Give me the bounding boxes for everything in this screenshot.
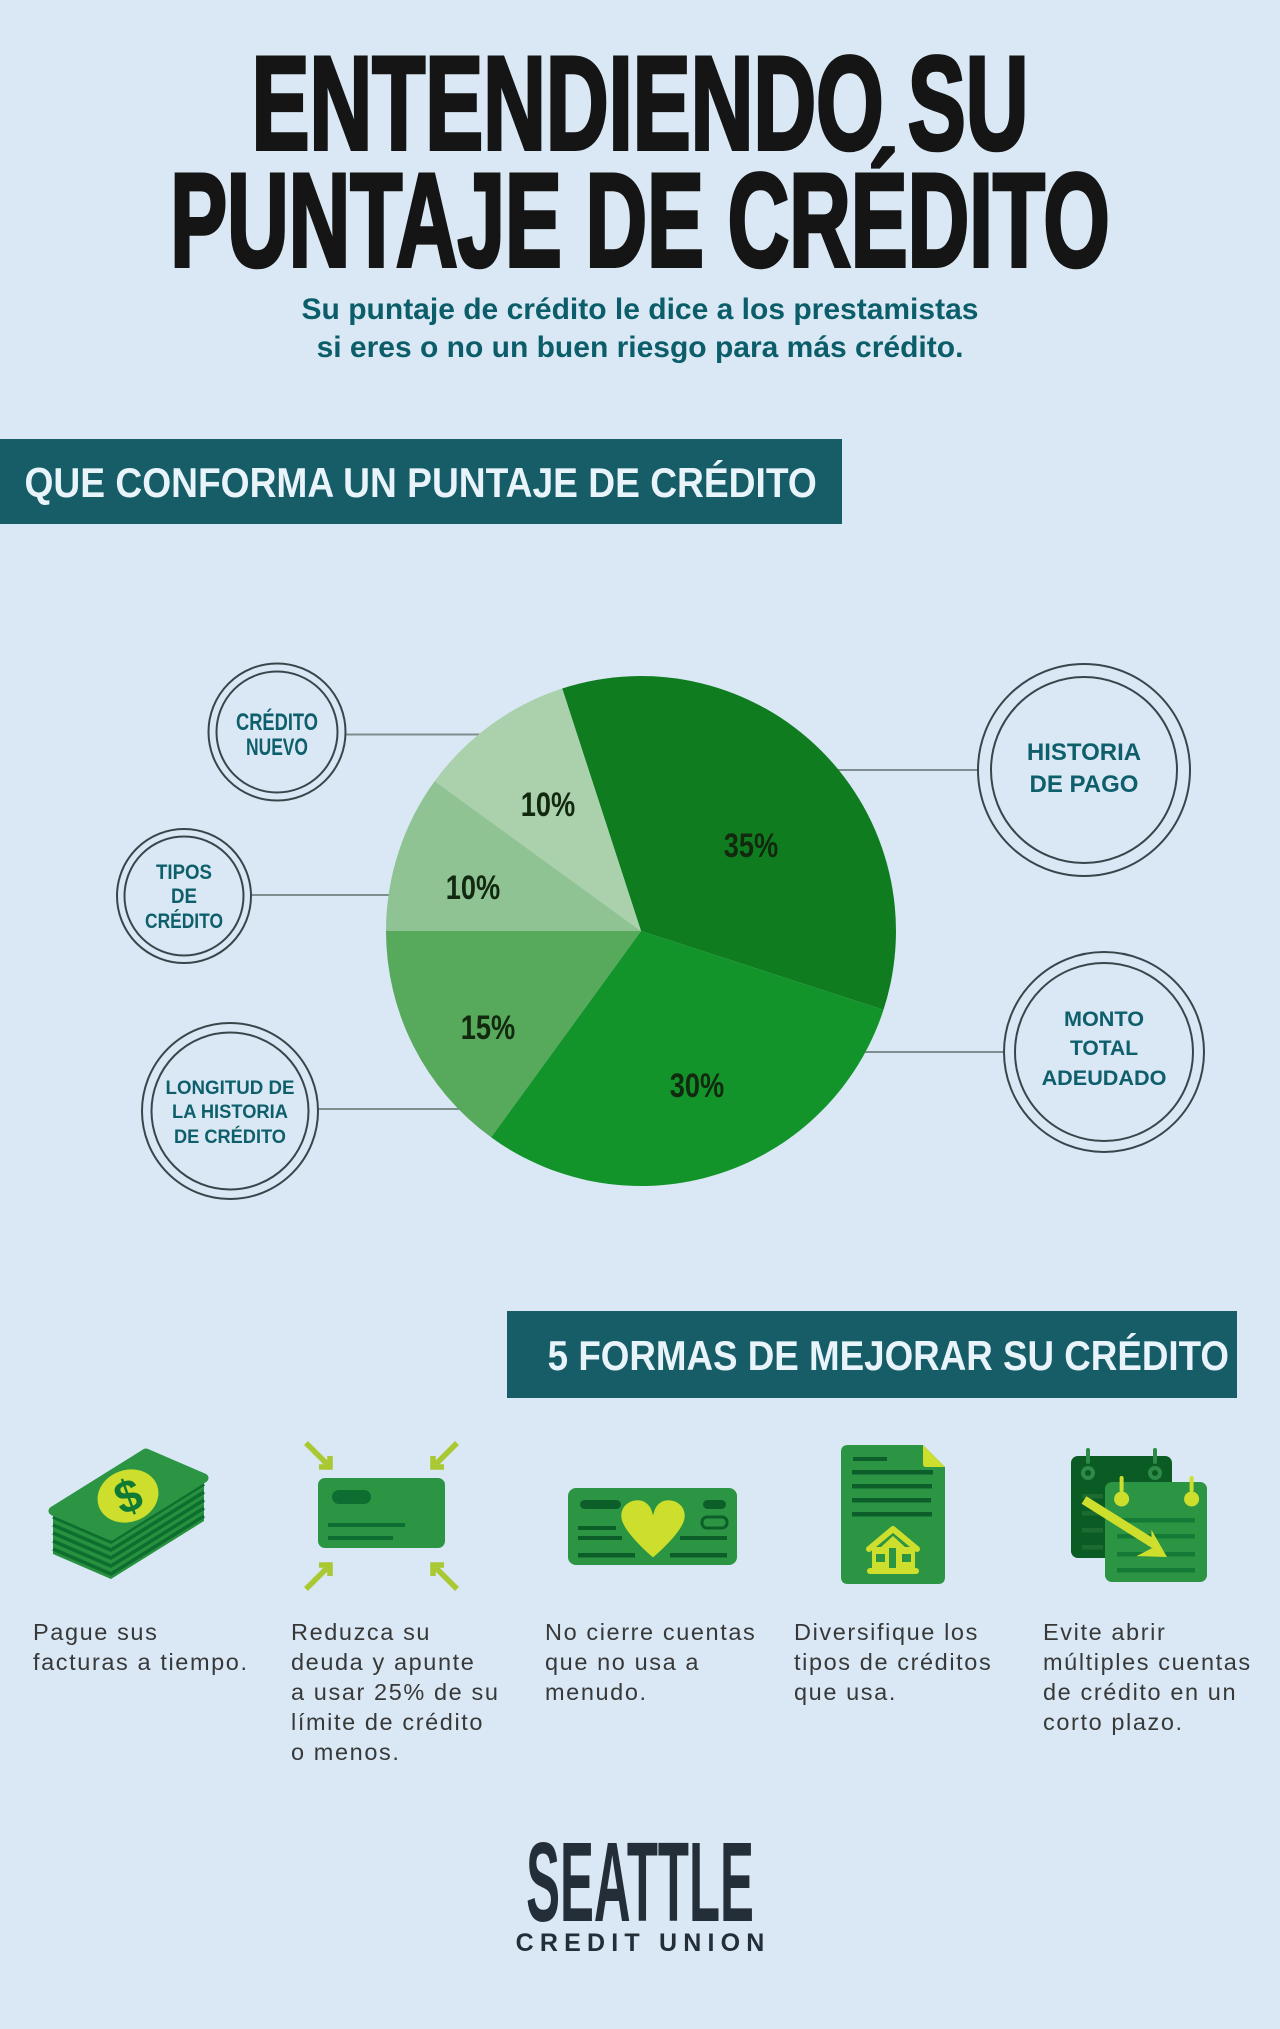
svg-text:DE: DE bbox=[171, 885, 197, 908]
svg-text:DE CRÉDITO: DE CRÉDITO bbox=[174, 1125, 286, 1147]
svg-text:NUEVO: NUEVO bbox=[246, 734, 308, 760]
svg-text:DE PAGO: DE PAGO bbox=[1030, 771, 1139, 798]
svg-text:35%: 35% bbox=[724, 826, 778, 865]
svg-text:15%: 15% bbox=[461, 1008, 515, 1047]
svg-text:CRÉDITO: CRÉDITO bbox=[236, 708, 318, 736]
svg-text:10%: 10% bbox=[521, 785, 575, 824]
svg-text:TIPOS: TIPOS bbox=[156, 861, 212, 884]
svg-text:CRÉDITO: CRÉDITO bbox=[145, 909, 223, 933]
svg-text:HISTORIA: HISTORIA bbox=[1027, 739, 1141, 766]
svg-text:10%: 10% bbox=[446, 868, 500, 907]
svg-text:30%: 30% bbox=[670, 1066, 724, 1105]
svg-text:MONTO: MONTO bbox=[1064, 1007, 1144, 1031]
svg-text:TOTAL: TOTAL bbox=[1070, 1037, 1138, 1060]
svg-text:LA HISTORIA: LA HISTORIA bbox=[172, 1102, 288, 1124]
svg-text:ADEUDADO: ADEUDADO bbox=[1042, 1066, 1167, 1090]
svg-text:LONGITUD DE: LONGITUD DE bbox=[166, 1078, 295, 1099]
